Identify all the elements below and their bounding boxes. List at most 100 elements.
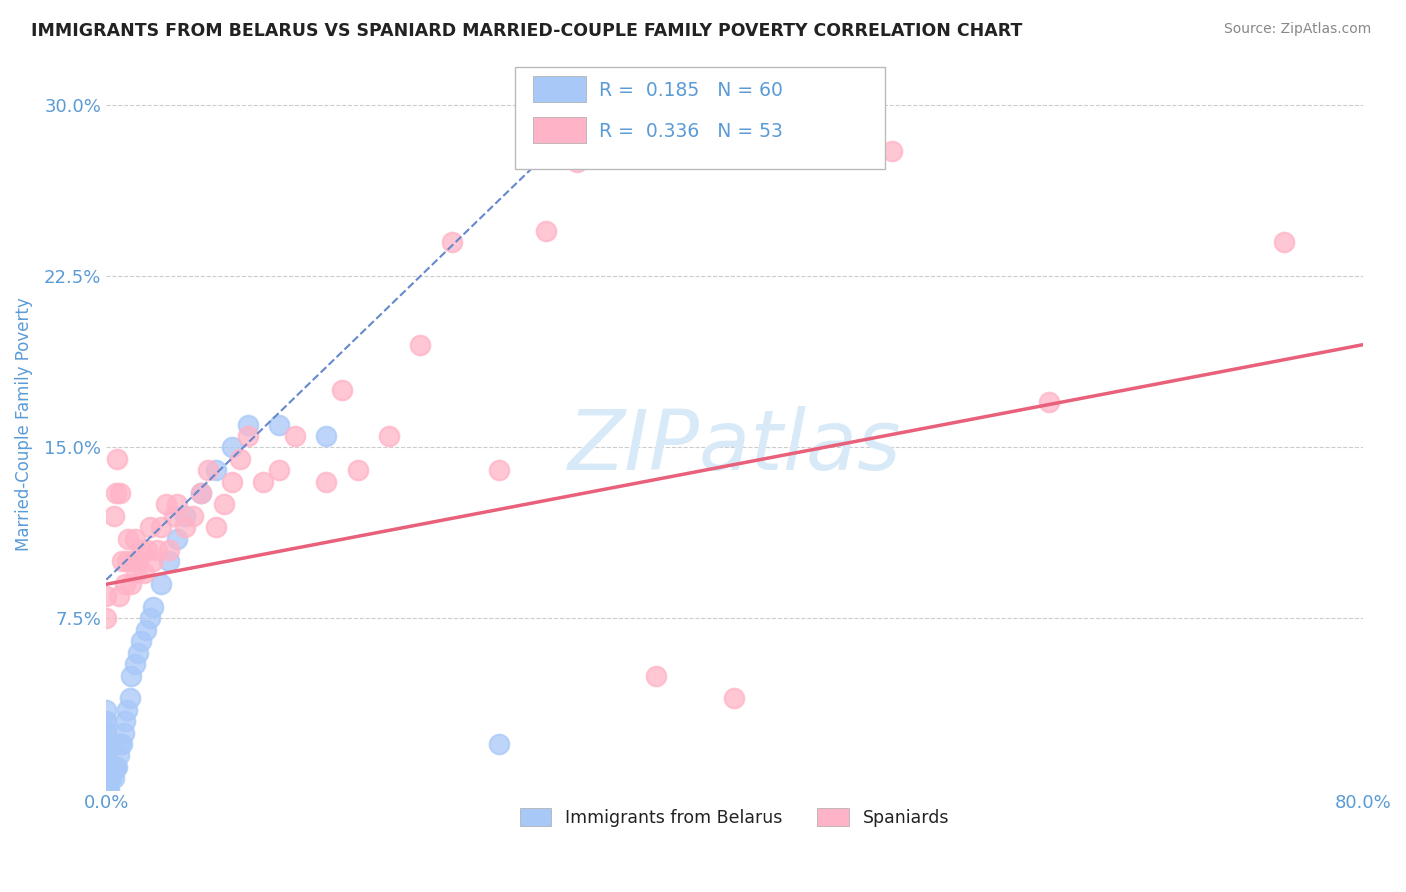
Point xyxy=(221,441,243,455)
Point xyxy=(157,543,180,558)
Point xyxy=(105,451,128,466)
Point xyxy=(236,417,259,432)
Text: Source: ZipAtlas.com: Source: ZipAtlas.com xyxy=(1223,22,1371,37)
Point xyxy=(96,725,118,739)
Point xyxy=(880,144,903,158)
Point xyxy=(723,691,745,706)
Point xyxy=(173,520,195,534)
Point xyxy=(111,554,134,568)
Point xyxy=(97,760,120,774)
Point xyxy=(267,417,290,432)
Point xyxy=(132,566,155,580)
Point xyxy=(212,497,235,511)
Point xyxy=(135,623,157,637)
Point xyxy=(104,760,127,774)
Point xyxy=(96,748,118,763)
Point xyxy=(567,155,589,169)
Point xyxy=(1272,235,1295,249)
Point xyxy=(104,486,127,500)
Point xyxy=(96,760,118,774)
Point xyxy=(142,600,165,615)
Point xyxy=(488,737,510,751)
Point xyxy=(115,554,138,568)
Legend: Immigrants from Belarus, Spaniards: Immigrants from Belarus, Spaniards xyxy=(512,799,957,836)
Point xyxy=(96,737,118,751)
Point xyxy=(96,714,118,728)
Point xyxy=(488,463,510,477)
Point xyxy=(236,429,259,443)
Point xyxy=(108,589,131,603)
Point xyxy=(96,771,118,785)
Point xyxy=(108,748,131,763)
Point xyxy=(96,725,118,739)
Point xyxy=(150,577,173,591)
Point xyxy=(96,771,118,785)
Point xyxy=(440,235,463,249)
Point xyxy=(96,782,118,797)
Point xyxy=(252,475,274,489)
Point xyxy=(157,554,180,568)
FancyBboxPatch shape xyxy=(533,117,586,144)
Point xyxy=(96,782,118,797)
Point xyxy=(136,543,159,558)
Point xyxy=(330,384,353,398)
Point xyxy=(125,566,148,580)
Point xyxy=(105,760,128,774)
FancyBboxPatch shape xyxy=(515,67,886,169)
Point xyxy=(127,554,149,568)
Point xyxy=(96,737,118,751)
Point xyxy=(163,508,186,523)
Point xyxy=(173,508,195,523)
Point xyxy=(115,703,138,717)
Point xyxy=(315,429,337,443)
Point xyxy=(96,782,118,797)
Point xyxy=(129,543,152,558)
Point xyxy=(142,554,165,568)
Point xyxy=(96,782,118,797)
Point xyxy=(100,771,122,785)
Point xyxy=(645,668,668,682)
Point xyxy=(97,771,120,785)
Point xyxy=(98,771,121,785)
Point xyxy=(100,760,122,774)
Point xyxy=(229,451,252,466)
Point xyxy=(103,760,125,774)
Point xyxy=(150,520,173,534)
Point xyxy=(114,577,136,591)
Point xyxy=(96,782,118,797)
Text: IMMIGRANTS FROM BELARUS VS SPANIARD MARRIED-COUPLE FAMILY POVERTY CORRELATION CH: IMMIGRANTS FROM BELARUS VS SPANIARD MARR… xyxy=(31,22,1022,40)
Point xyxy=(103,771,125,785)
Point xyxy=(284,429,307,443)
Point xyxy=(118,691,141,706)
Point xyxy=(96,714,118,728)
Point xyxy=(121,577,143,591)
Point xyxy=(267,463,290,477)
Point xyxy=(96,748,118,763)
Point xyxy=(96,611,118,625)
Text: R =  0.185   N = 60: R = 0.185 N = 60 xyxy=(599,81,783,100)
Point xyxy=(409,337,432,351)
Point xyxy=(181,508,204,523)
Point xyxy=(117,532,139,546)
Point xyxy=(129,634,152,648)
Point xyxy=(96,771,118,785)
FancyBboxPatch shape xyxy=(533,76,586,102)
Text: ZIPatlas: ZIPatlas xyxy=(568,406,901,487)
Point xyxy=(121,668,143,682)
Point xyxy=(110,486,132,500)
Point xyxy=(139,520,162,534)
Point xyxy=(378,429,401,443)
Point xyxy=(315,475,337,489)
Point xyxy=(96,760,118,774)
Point xyxy=(96,760,118,774)
Point xyxy=(145,543,167,558)
Point xyxy=(221,475,243,489)
Point xyxy=(166,532,188,546)
Point xyxy=(197,463,219,477)
Point xyxy=(96,782,118,797)
Point xyxy=(534,224,557,238)
Y-axis label: Married-Couple Family Poverty: Married-Couple Family Poverty xyxy=(15,298,32,551)
Point xyxy=(122,554,145,568)
Point xyxy=(166,497,188,511)
Point xyxy=(1038,394,1060,409)
